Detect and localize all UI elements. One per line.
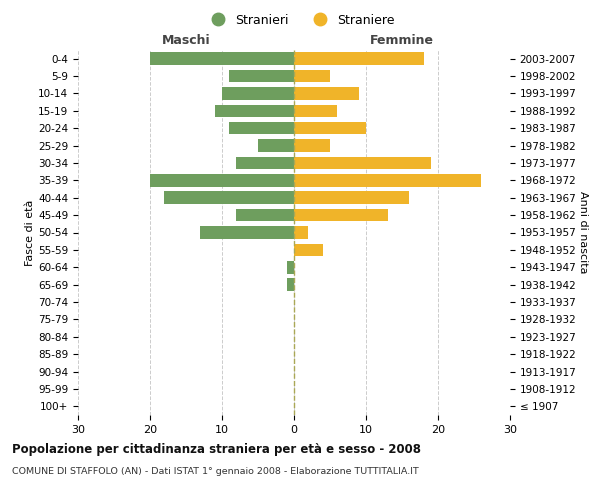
Bar: [287, 278, 294, 291]
Bar: [294, 52, 424, 65]
Bar: [294, 244, 323, 256]
Y-axis label: Anni di nascita: Anni di nascita: [578, 191, 587, 274]
Bar: [294, 140, 330, 152]
Bar: [294, 156, 431, 169]
Bar: [258, 140, 294, 152]
Bar: [294, 87, 359, 100]
Bar: [294, 174, 481, 186]
Text: Popolazione per cittadinanza straniera per età e sesso - 2008: Popolazione per cittadinanza straniera p…: [12, 442, 421, 456]
Bar: [287, 261, 294, 274]
Bar: [150, 174, 294, 186]
Bar: [215, 104, 294, 117]
Bar: [294, 70, 330, 82]
Text: Maschi: Maschi: [161, 34, 211, 46]
Bar: [150, 52, 294, 65]
Bar: [294, 192, 409, 204]
Bar: [222, 87, 294, 100]
Legend: Stranieri, Straniere: Stranieri, Straniere: [200, 8, 400, 32]
Text: Femmine: Femmine: [370, 34, 434, 46]
Bar: [200, 226, 294, 239]
Bar: [229, 122, 294, 134]
Y-axis label: Fasce di età: Fasce di età: [25, 200, 35, 266]
Bar: [294, 104, 337, 117]
Bar: [236, 209, 294, 222]
Bar: [294, 122, 366, 134]
Bar: [164, 192, 294, 204]
Bar: [236, 156, 294, 169]
Bar: [229, 70, 294, 82]
Bar: [294, 209, 388, 222]
Text: COMUNE DI STAFFOLO (AN) - Dati ISTAT 1° gennaio 2008 - Elaborazione TUTTITALIA.I: COMUNE DI STAFFOLO (AN) - Dati ISTAT 1° …: [12, 468, 419, 476]
Bar: [294, 226, 308, 239]
